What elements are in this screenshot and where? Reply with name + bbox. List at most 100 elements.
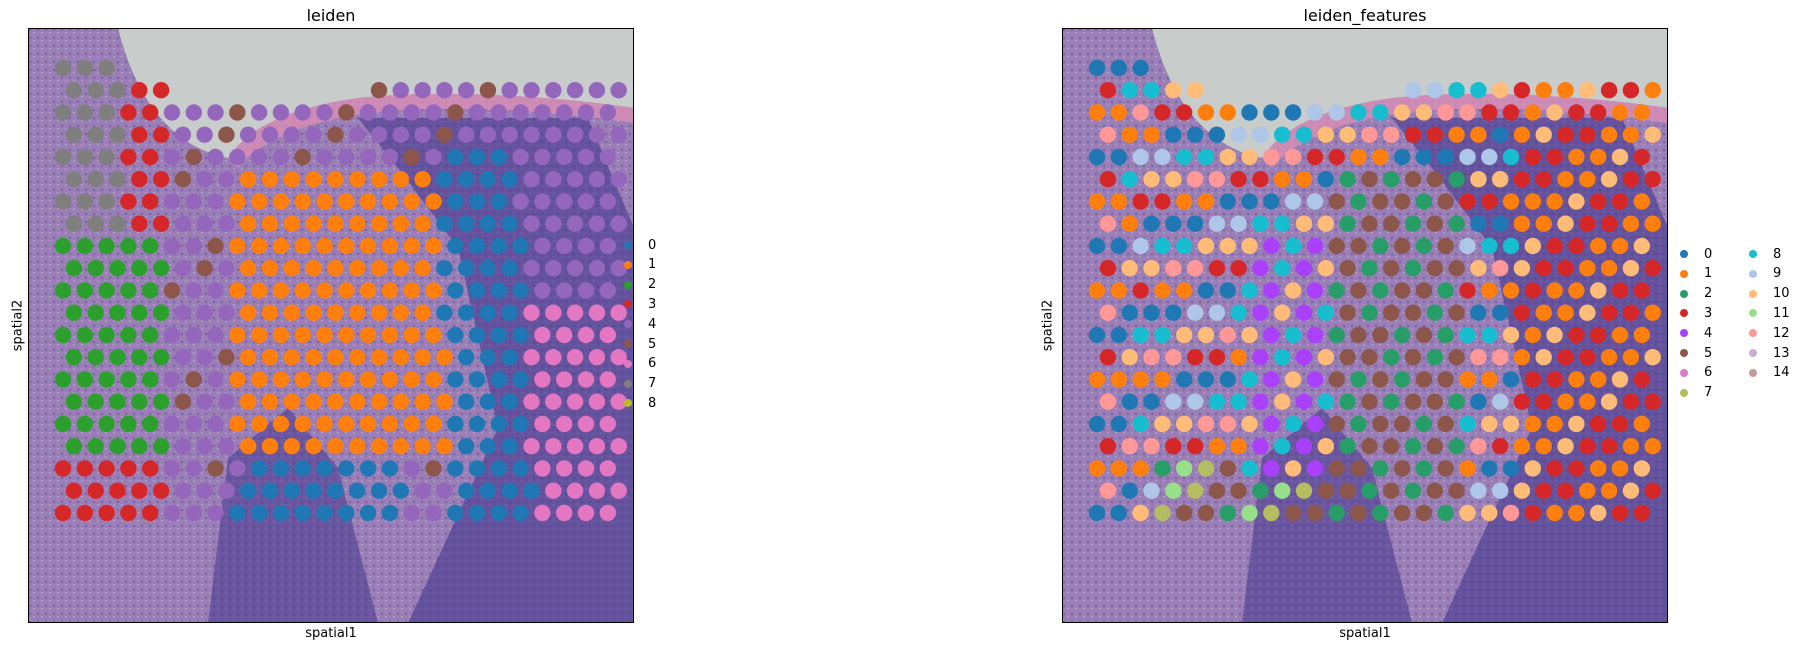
scatter-point (261, 438, 279, 455)
scatter-point (294, 148, 311, 166)
legend-marker (1680, 309, 1688, 318)
scatter-point (152, 349, 170, 366)
scatter-point (1557, 171, 1574, 188)
scatter-point (1600, 482, 1618, 499)
scatter-point (1502, 371, 1520, 388)
scatter-point (436, 126, 453, 143)
scatter-point (54, 148, 72, 166)
scatter-point (599, 237, 616, 255)
scatter-point (458, 438, 475, 455)
scatter-point (272, 237, 290, 255)
scatter-point (87, 171, 104, 188)
scatter-point (1252, 260, 1269, 277)
scatter-point (1600, 215, 1618, 232)
scatter-point (87, 482, 104, 499)
scatter-point (87, 260, 104, 277)
scatter-point (1132, 104, 1149, 121)
scatter-point (1230, 126, 1247, 143)
scatter-point (1568, 104, 1585, 121)
scatter-point (436, 482, 453, 499)
scatter-point (501, 482, 518, 499)
scatter-point (370, 82, 388, 99)
scatter-point (1535, 393, 1552, 410)
scatter-point (403, 371, 420, 388)
spatial-scatter-plot (1062, 28, 1668, 623)
scatter-point (534, 148, 551, 166)
scatter-point (534, 104, 551, 121)
scatter-point (250, 415, 268, 433)
scatter-point (1350, 460, 1367, 477)
scatter-point (1339, 349, 1356, 366)
scatter-point (131, 126, 148, 143)
scatter-point (1579, 82, 1596, 99)
scatter-point (1448, 82, 1465, 99)
scatter-point (327, 304, 344, 321)
scatter-point (272, 193, 290, 210)
scatter-point (98, 460, 115, 477)
scatter-point (250, 148, 268, 166)
scatter-point (458, 215, 475, 232)
scatter-point (370, 393, 388, 410)
scatter-point (1622, 126, 1640, 143)
scatter-point (316, 415, 333, 433)
scatter-point (152, 126, 170, 143)
scatter-point (1252, 393, 1269, 410)
scatter-point (1546, 148, 1563, 166)
scatter-point (1110, 504, 1127, 522)
scatter-point (1295, 215, 1313, 232)
scatter-point (479, 126, 497, 143)
scatter-point (98, 193, 115, 210)
scatter-point (534, 460, 551, 477)
scatter-point (1350, 193, 1367, 210)
scatter-point (131, 482, 148, 499)
scatter-point (501, 349, 518, 366)
scatter-point (207, 460, 224, 477)
scatter-point (1339, 393, 1356, 410)
scatter-point (316, 326, 333, 344)
scatter-point (185, 415, 202, 433)
legend-label: 3 (1704, 305, 1713, 321)
scatter-point (468, 148, 486, 166)
scatter-point (1121, 171, 1138, 188)
scatter-point (1241, 193, 1258, 210)
legend-marker (1749, 269, 1757, 278)
scatter-point (1339, 215, 1356, 232)
scatter-point (1121, 349, 1138, 366)
scatter-point (1404, 393, 1422, 410)
legend-entry: 12 (1749, 324, 1790, 342)
scatter-point (1143, 126, 1160, 143)
legend-label: 7 (648, 376, 657, 392)
scatter-point (1383, 171, 1400, 188)
scatter-point (490, 326, 507, 344)
scatter-point (1230, 438, 1247, 455)
scatter-point (1132, 59, 1149, 77)
scatter-point (120, 326, 137, 344)
scatter-point (468, 371, 486, 388)
scatter-point (512, 504, 529, 522)
scatter-point (327, 482, 344, 499)
scatter-point (1557, 349, 1574, 366)
scatter-point (1274, 260, 1291, 277)
scatter-point (534, 237, 551, 255)
scatter-point (1579, 171, 1596, 188)
scatter-point (87, 393, 104, 410)
scatter-point (76, 104, 93, 121)
scatter-point (556, 193, 573, 210)
scatter-point (65, 482, 83, 499)
scatter-point (1513, 393, 1531, 410)
scatter-point (1557, 82, 1574, 99)
scatter-point (1437, 237, 1454, 255)
scatter-point (250, 460, 268, 477)
tissue-band (1242, 408, 1412, 623)
scatter-point (1579, 482, 1596, 499)
scatter-point (1295, 393, 1313, 410)
scatter-point (425, 237, 442, 255)
scatter-point (1110, 148, 1127, 166)
scatter-point (261, 171, 279, 188)
scatter-point (566, 482, 584, 499)
scatter-point (545, 393, 562, 410)
scatter-point (599, 460, 616, 477)
scatter-point (1633, 504, 1650, 522)
scatter-point (566, 82, 584, 99)
scatter-point (447, 326, 464, 344)
